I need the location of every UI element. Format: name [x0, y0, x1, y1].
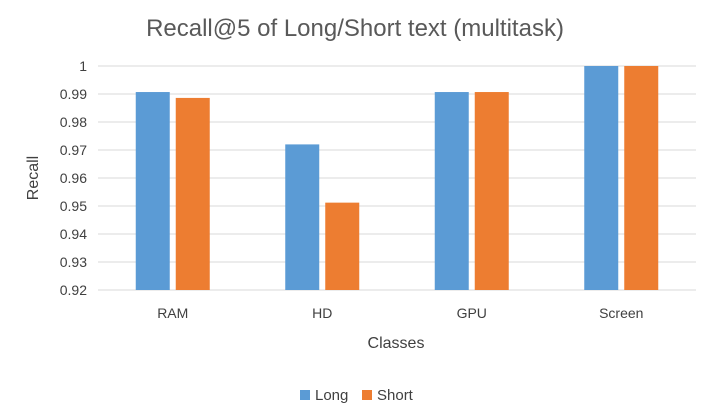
x-tick-label: RAM [157, 305, 188, 321]
x-tick-labels: RAM HD GPU Screen [157, 305, 643, 321]
bar-long-hd [285, 144, 320, 290]
x-tick-label: GPU [457, 305, 487, 321]
x-tick-label: Screen [599, 305, 643, 321]
bars [135, 66, 659, 290]
legend-swatch-short [362, 390, 372, 400]
legend-label-long: Long [315, 387, 348, 404]
legend: Long Short [300, 387, 414, 404]
legend-swatch-long [300, 390, 310, 400]
y-tick-label: 0.95 [60, 198, 87, 214]
y-tick-label: 0.92 [60, 282, 87, 298]
y-tick-label: 0.93 [60, 254, 87, 270]
y-axis-label: Recall [25, 156, 42, 200]
bar-short-ram [175, 97, 210, 290]
x-tick-label: HD [312, 305, 332, 321]
x-axis-label: Classes [368, 335, 425, 352]
y-tick-label: 1 [79, 58, 87, 74]
y-tick-label: 0.99 [60, 86, 87, 102]
y-tick-label: 0.98 [60, 114, 87, 130]
legend-label-short: Short [377, 387, 414, 404]
y-tick-label: 0.96 [60, 170, 87, 186]
y-tick-label: 0.97 [60, 142, 87, 158]
bar-short-hd [325, 202, 360, 290]
bar-long-gpu [434, 92, 469, 290]
bar-long-screen [584, 66, 619, 290]
bar-short-gpu [474, 92, 509, 290]
y-tick-label: 0.94 [60, 226, 87, 242]
bar-short-screen [624, 66, 659, 290]
chart-title: Recall@5 of Long/Short text (multitask) [146, 15, 564, 42]
y-tick-labels: 0.92 0.93 0.94 0.95 0.96 0.97 0.98 0.99 1 [60, 58, 87, 298]
bar-long-ram [135, 92, 170, 290]
